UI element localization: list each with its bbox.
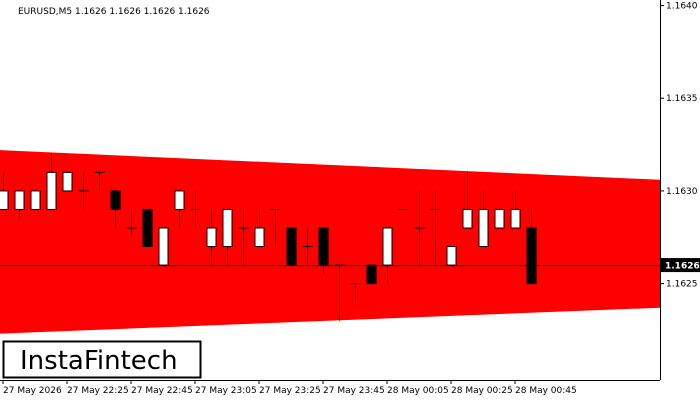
candle-bull [510,208,521,229]
candle-bull [206,227,217,248]
x-tick-label: 28 May 00:25 [451,386,513,396]
x-tick-label: 27 May 22:25 [67,386,129,396]
candle-bull [30,190,41,210]
y-tick-label: 1.1640 [666,2,698,12]
current-price-box [661,258,700,273]
channel [0,150,660,334]
x-tick-label: 27 May 23:45 [323,386,385,396]
current-price-label: 1.1626 [665,262,700,272]
x-tick-label: 28 May 00:45 [515,386,577,396]
y-tick-label: 1.1635 [666,94,698,104]
candle-bull [254,227,265,248]
watermark: InstaFintech [20,346,178,376]
candle-bear [366,264,377,285]
candle-bull [382,227,393,266]
plot-area [0,150,660,334]
candle-bull [462,208,473,229]
x-tick-label: 27 May 2026 [3,386,62,396]
candle-bull [46,171,57,210]
candle-bear [526,227,537,285]
candle-bull [62,171,73,192]
chart-title: EURUSD,M5 1.1626 1.1626 1.1626 1.1626 [18,7,210,17]
candle-bull [174,190,185,210]
y-tick-label: 1.1630 [666,187,698,197]
candle-bull [478,208,489,248]
candle-bull [14,190,25,210]
x-tick-label: 27 May 22:45 [131,386,193,396]
candle-bull [222,208,233,248]
y-tick-label: 1.1625 [666,280,698,290]
x-tick-label: 27 May 23:05 [195,386,257,396]
candle-bull [158,227,169,266]
logo-box [2,340,202,379]
candle-bear [142,208,153,248]
candle-bull [0,190,9,210]
candle-bear [318,227,329,266]
candle-bear [110,190,121,210]
candle-bull [494,208,505,229]
candle-bull [446,246,457,266]
x-tick-label: 27 May 23:25 [259,386,321,396]
x-tick-label: 28 May 00:05 [387,386,449,396]
candle-bear [286,227,297,266]
